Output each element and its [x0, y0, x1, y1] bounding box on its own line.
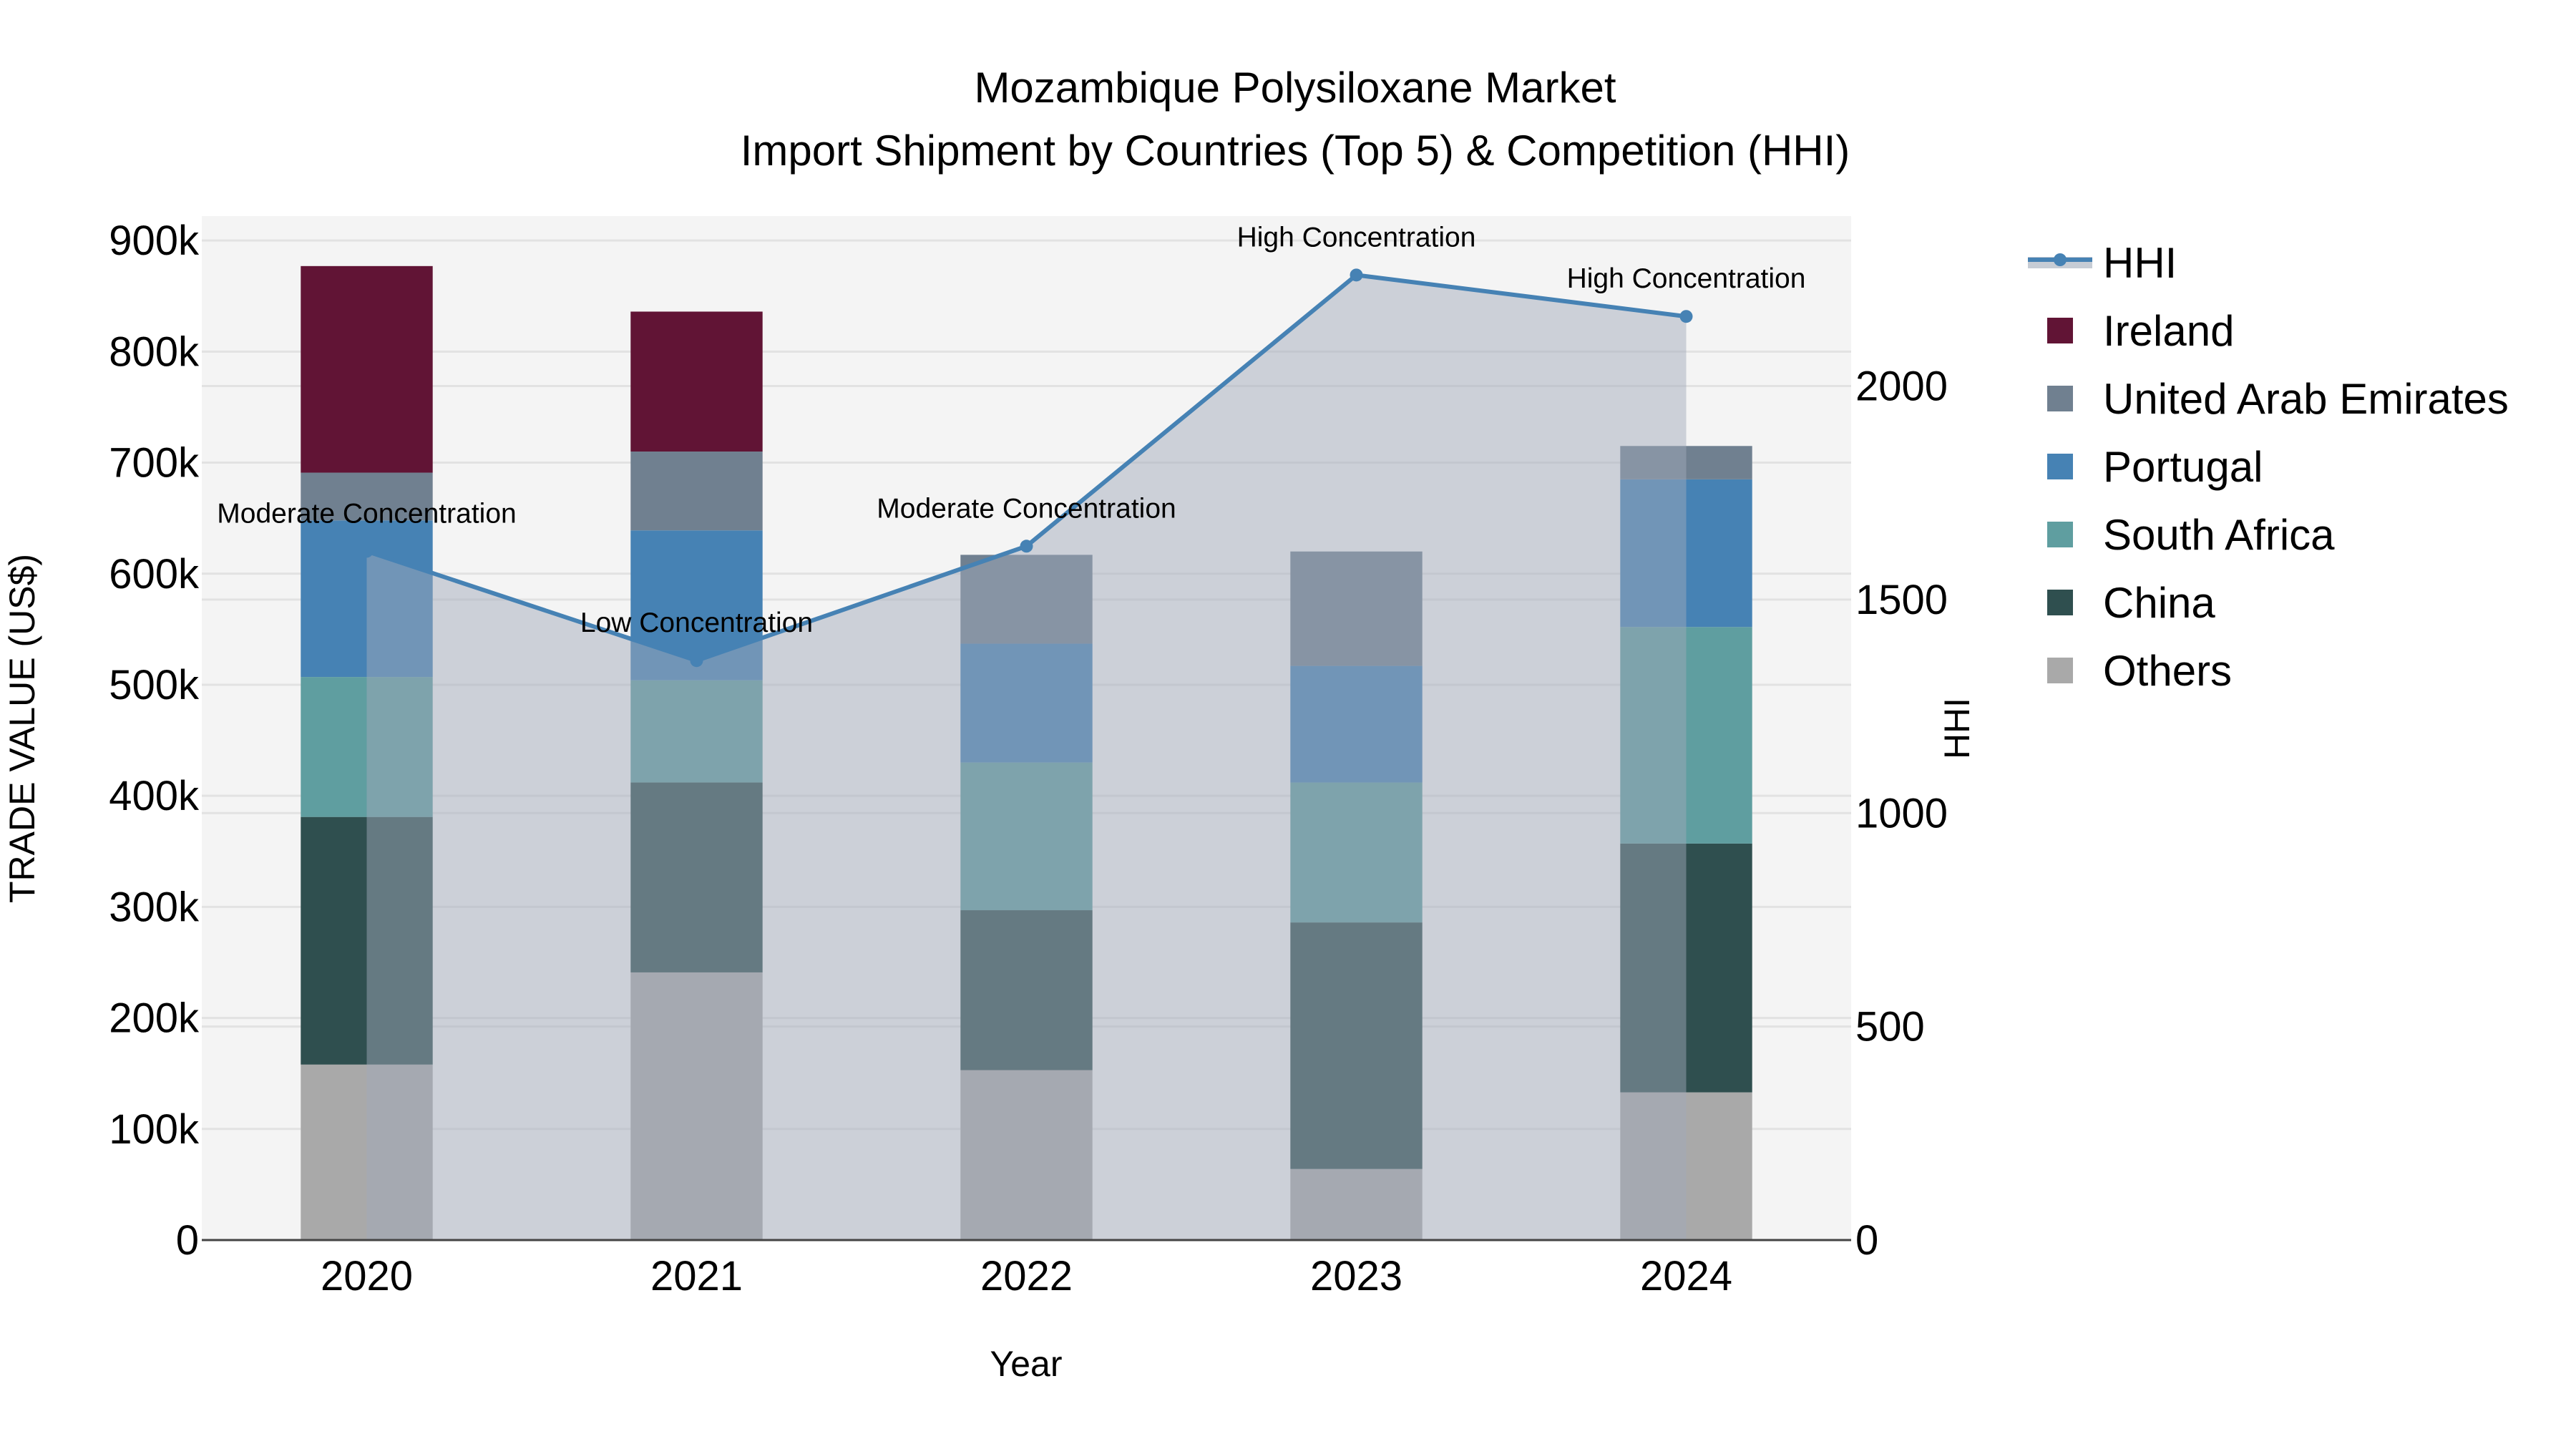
legend-swatch-marker [2054, 253, 2067, 266]
y2-tick-label: 1000 [1855, 790, 1948, 836]
legend-label: Ireland [2103, 307, 2234, 355]
y-tick-label: 800k [109, 328, 200, 375]
bar-united-arab-emirates-2023 [1290, 551, 1423, 666]
hhi-point-2023 [1350, 268, 1363, 282]
bar-united-arab-emirates-2024 [1620, 446, 1752, 479]
legend-item-portugal: Portugal [2047, 443, 2263, 491]
x-tick-label: 2020 [321, 1253, 413, 1299]
legend-label: United Arab Emirates [2103, 375, 2509, 423]
y-tick-label: 200k [109, 995, 200, 1042]
y-tick-label: 900k [109, 218, 200, 264]
y-tick-label: 0 [176, 1217, 199, 1264]
y2-tick-label: 2000 [1855, 364, 1948, 410]
hhi-annotation: Moderate Concentration [217, 498, 516, 529]
hhi-annotation: High Concentration [1237, 222, 1476, 253]
hhi-point-2020 [360, 545, 374, 558]
legend-label: Portugal [2103, 443, 2263, 491]
bar-others-2023 [1290, 1169, 1423, 1240]
y-axis-title: TRADE VALUE (US$) [2, 554, 42, 903]
chart-title-line2: Import Shipment by Countries (Top 5) & C… [741, 127, 1850, 175]
y2-axis-title: HHI [1937, 698, 1977, 759]
bar-south-africa-2021 [630, 680, 763, 783]
legend-item-south-africa: South Africa [2047, 511, 2335, 559]
chart-title-line1: Mozambique Polysiloxane Market [974, 64, 1616, 112]
y-tick-label: 600k [109, 551, 200, 597]
hhi-annotation: Moderate Concentration [877, 493, 1176, 524]
y-tick-label: 700k [109, 440, 200, 487]
x-tick-label: 2024 [1640, 1253, 1732, 1299]
bar-south-africa-2023 [1290, 782, 1423, 923]
bars [301, 265, 1752, 1240]
x-tick-label: 2023 [1310, 1253, 1402, 1299]
bar-south-africa-2020 [301, 677, 433, 817]
bar-south-africa-2024 [1620, 627, 1752, 844]
y-tick-label: 300k [109, 884, 200, 930]
bar-others-2020 [301, 1064, 433, 1240]
x-tick-label: 2022 [980, 1253, 1073, 1299]
legend-swatch [2047, 590, 2073, 615]
legend-swatch [2047, 658, 2073, 683]
y-tick-label: 400k [109, 773, 200, 819]
y2-tick-label: 0 [1855, 1217, 1878, 1264]
bar-united-arab-emirates-2020 [301, 472, 433, 521]
legend-item-ireland: Ireland [2047, 307, 2234, 355]
y2-tick-label: 500 [1855, 1004, 1925, 1050]
bar-china-2021 [630, 782, 763, 972]
y-tick-label: 500k [109, 662, 200, 708]
legend-label: Others [2103, 647, 2232, 695]
x-axis-title: Year [990, 1344, 1062, 1384]
legend-item-hhi: HHI [2028, 239, 2177, 287]
legend-label: HHI [2103, 239, 2177, 287]
legend-item-china: China [2047, 579, 2215, 627]
hhi-series: Moderate Concentration Low Concentration M… [217, 222, 1806, 1241]
bar-portugal-2022 [960, 643, 1093, 763]
y-tick-label: 100k [109, 1106, 200, 1153]
hhi-annotation: High Concentration [1567, 263, 1806, 294]
bar-china-2024 [1620, 843, 1752, 1093]
x-axis-ticks: 2020 2021 2022 2023 2024 [321, 1253, 1732, 1299]
y2-axis-ticks: 0 500 1000 1500 2000 [1855, 364, 1948, 1264]
y-axis-ticks: 0 100k 200k 300k 400k 500k 600k 700k 800k 900k [109, 218, 200, 1264]
legend-label: China [2103, 579, 2215, 627]
legend-swatch [2047, 454, 2073, 479]
bar-portugal-2024 [1620, 479, 1752, 628]
bar-others-2024 [1620, 1092, 1752, 1240]
bar-china-2022 [960, 910, 1093, 1070]
bar-ireland-2021 [630, 311, 763, 452]
hhi-point-2024 [1679, 310, 1693, 323]
legend-label: South Africa [2103, 511, 2335, 559]
legend-swatch [2047, 386, 2073, 411]
bar-south-africa-2022 [960, 762, 1093, 911]
bar-united-arab-emirates-2022 [960, 555, 1093, 644]
y2-tick-label: 1500 [1855, 577, 1948, 623]
hhi-point-2021 [690, 654, 703, 668]
hhi-area [366, 275, 1687, 1241]
x-tick-label: 2021 [650, 1253, 743, 1299]
hhi-annotation: Low Concentration [580, 608, 813, 638]
hhi-point-2022 [1020, 540, 1033, 553]
bar-others-2021 [630, 972, 763, 1240]
legend-swatch [2047, 522, 2073, 547]
bar-portugal-2023 [1290, 665, 1423, 783]
bar-china-2020 [301, 816, 433, 1065]
bar-ireland-2020 [301, 265, 433, 473]
bar-others-2022 [960, 1070, 1093, 1240]
bar-united-arab-emirates-2021 [630, 452, 763, 531]
legend-swatch [2047, 318, 2073, 343]
bar-china-2023 [1290, 922, 1423, 1169]
legend: HHI Ireland United Arab Emirates Portugal So… [2028, 239, 2509, 695]
legend-item-others: Others [2047, 647, 2232, 695]
legend-item-united-arab-emirates: United Arab Emirates [2047, 375, 2509, 423]
